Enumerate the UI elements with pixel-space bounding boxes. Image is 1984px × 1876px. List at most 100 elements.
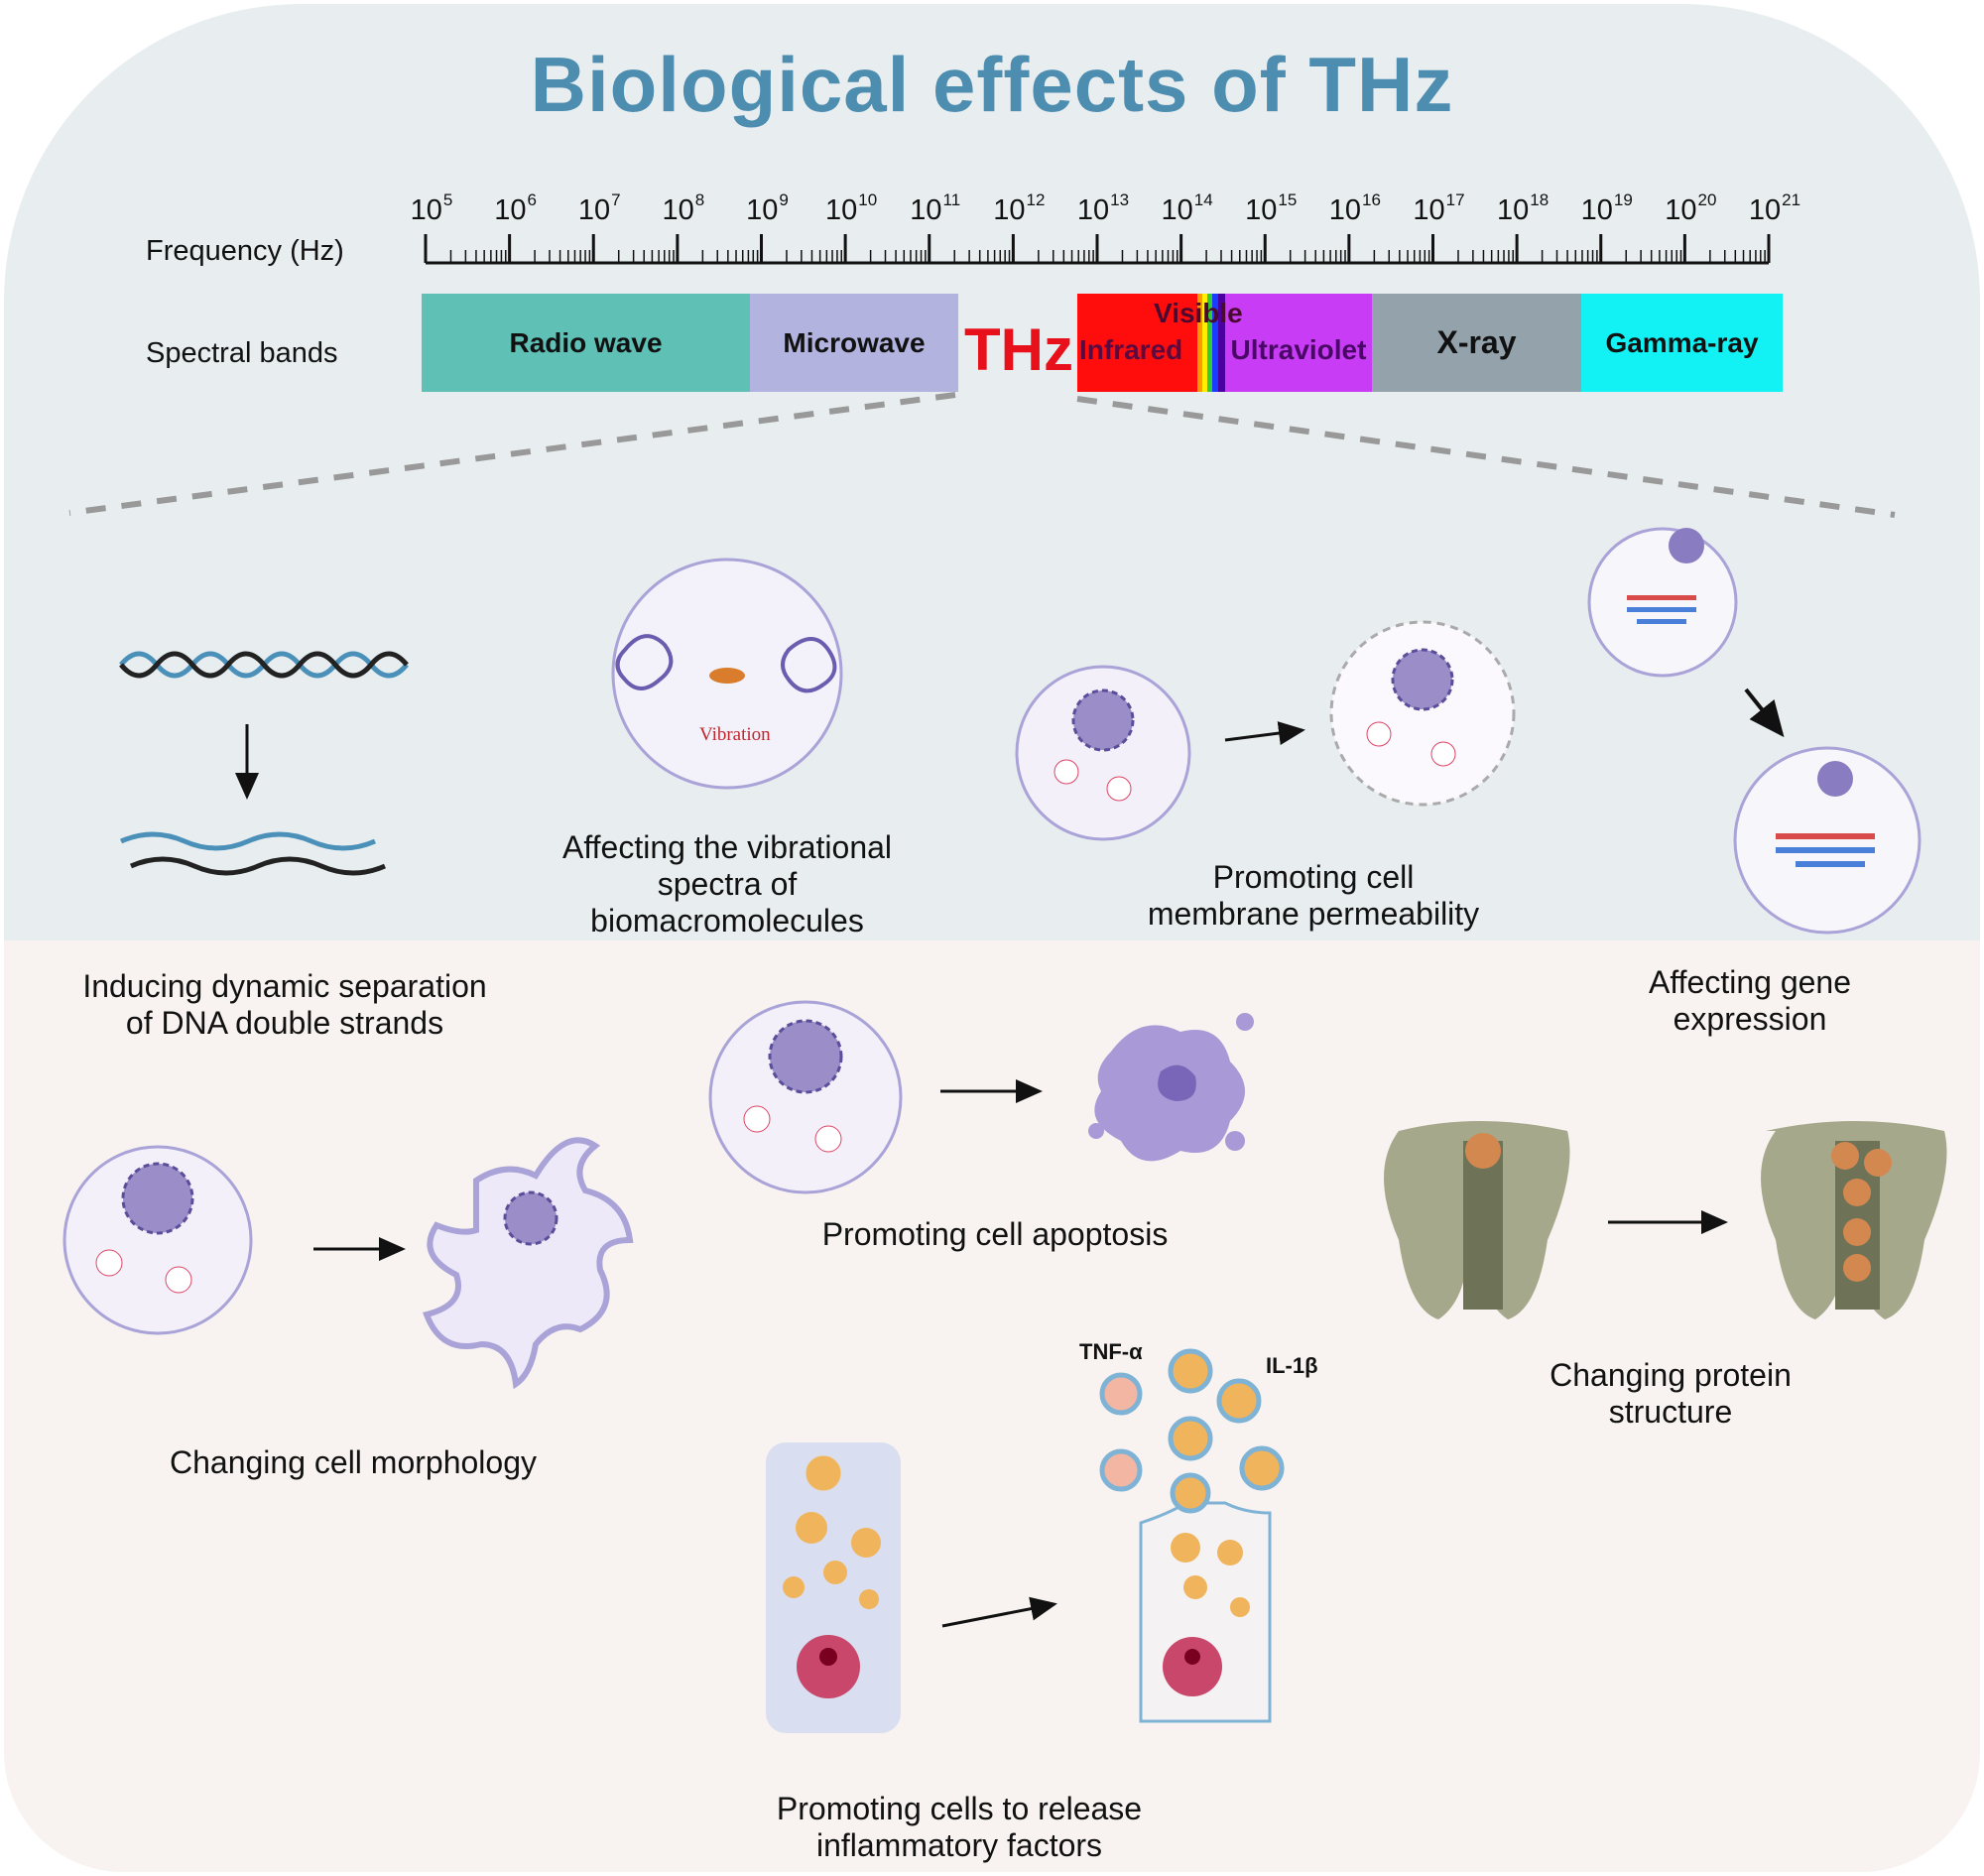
tick-exponent: 15 (1278, 190, 1298, 209)
round-cell-icon (62, 1145, 253, 1335)
tick-label: 1016 (1329, 190, 1381, 227)
visible-spectrum-strip (1197, 294, 1225, 392)
zoom-dashed-line-right (1076, 396, 1896, 518)
released-cytokine-vesicles (1099, 1348, 1285, 1514)
caption-line: inflammatory factors (815, 1827, 1103, 1863)
vibration-circle-icon (611, 558, 843, 790)
caption-line: Inducing dynamic separation (82, 968, 487, 1004)
spectral-bands-label: Spectral bands (146, 337, 338, 369)
band-infrared: Infrared (1077, 294, 1197, 392)
caption-inflammatory-factors: Promoting cells to release inflammatory f… (777, 1791, 1142, 1864)
dna-double-helix-icon (119, 651, 409, 679)
tick-label: 108 (663, 190, 705, 227)
tick-label: 1010 (825, 190, 877, 227)
arrow-right (1224, 721, 1305, 745)
tick-exponent: 5 (442, 190, 453, 209)
tick-exponent: 14 (1193, 190, 1213, 209)
tick-base: 10 (662, 194, 694, 226)
healthy-cell-icon (708, 1000, 903, 1194)
caption-line: membrane permeability (1147, 896, 1480, 932)
band-gamma-ray: Gamma-ray (1581, 294, 1783, 392)
caption-line: biomacromolecules (590, 903, 864, 938)
tick-label: 109 (746, 190, 789, 227)
caption-line: structure (1608, 1394, 1733, 1430)
caption-line: of DNA double strands (125, 1005, 444, 1041)
tick-base: 10 (494, 194, 527, 226)
tick-label: 1020 (1665, 190, 1716, 227)
tick-label: 1013 (1077, 190, 1129, 227)
tick-exponent: 10 (858, 190, 878, 209)
band-thz: THz (964, 316, 1073, 383)
tick-exponent: 6 (527, 190, 537, 209)
tick-base: 10 (1748, 194, 1782, 226)
spectrum-panel-background (4, 4, 1980, 940)
il-1-beta-label: IL-1β (1266, 1353, 1318, 1378)
tnf-alpha-label: TNF-α (1079, 1339, 1143, 1364)
figure-title: Biological effects of THz (530, 41, 1454, 128)
tick-exponent: 12 (1026, 190, 1046, 209)
tick-label: 1014 (1162, 190, 1213, 227)
tick-base: 10 (1328, 194, 1362, 226)
tick-base: 10 (993, 194, 1026, 226)
tick-base: 10 (1497, 194, 1530, 226)
tick-label: 1011 (910, 190, 960, 227)
gene-expression-circle-icon-2 (1733, 746, 1922, 935)
tick-base: 10 (1665, 194, 1697, 226)
tick-exponent: 19 (1613, 190, 1633, 209)
tick-label: 1021 (1749, 190, 1800, 227)
tick-base: 10 (1161, 194, 1193, 226)
degranulating-cell-icon (1139, 1501, 1272, 1723)
altered-protein-channel-icon (1761, 1121, 1947, 1319)
tick-label: 1018 (1497, 190, 1549, 227)
tick-exponent: 7 (611, 190, 621, 209)
tick-base: 10 (746, 194, 779, 226)
gene-expression-circle-icon (1587, 527, 1738, 678)
caption-cell-apoptosis: Promoting cell apoptosis (821, 1216, 1169, 1252)
tick-exponent: 8 (694, 190, 705, 209)
tick-label: 1015 (1245, 190, 1297, 227)
band-visible: Visible (1154, 298, 1243, 328)
band-radio-wave: Radio wave (422, 294, 750, 392)
tick-base: 10 (1413, 194, 1445, 226)
arrow-diagonal (1744, 688, 1785, 738)
vibration-label: Vibration (699, 724, 771, 745)
frequency-axis (424, 234, 1771, 265)
cell-icon (1015, 665, 1191, 841)
zoom-dashed-line-left (68, 392, 956, 516)
protein-channel-icon (1384, 1121, 1570, 1319)
tick-label: 106 (494, 190, 537, 227)
tick-label: 107 (578, 190, 621, 227)
caption-protein-structure: Changing protein structure (1550, 1357, 1792, 1431)
band-microwave: Microwave (750, 294, 958, 392)
deformed-cell-icon (423, 1137, 634, 1390)
caption-cell-morphology: Changing cell morphology (170, 1444, 537, 1480)
tick-base: 10 (1245, 194, 1278, 226)
apoptotic-cell-icon (1088, 1013, 1254, 1162)
tick-exponent: 13 (1110, 190, 1130, 209)
caption-gene-expression: Affecting gene expression (1648, 964, 1851, 1037)
tick-base: 10 (577, 194, 611, 226)
tick-exponent: 9 (779, 190, 789, 209)
tick-exponent: 16 (1362, 190, 1381, 209)
tick-exponent: 18 (1530, 190, 1550, 209)
tick-label: 1017 (1413, 190, 1464, 227)
tick-label: 105 (411, 190, 453, 227)
band-x-ray: X-ray (1372, 294, 1581, 392)
band-ultraviolet: Ultraviolet (1225, 294, 1372, 392)
tick-exponent: 21 (1782, 190, 1801, 209)
caption-line: Changing protein (1550, 1357, 1792, 1393)
tick-base: 10 (1580, 194, 1613, 226)
caption-line: Promoting cells to release (776, 1791, 1143, 1826)
tick-base: 10 (910, 194, 942, 226)
caption-dna-separation: Inducing dynamic separation of DNA double… (82, 968, 486, 1042)
tick-exponent: 11 (942, 190, 961, 209)
tick-exponent: 17 (1445, 190, 1465, 209)
caption-membrane-permeability: Promoting cell membrane permeability (1148, 859, 1479, 933)
tick-base: 10 (1076, 194, 1110, 226)
tick-base: 10 (410, 194, 442, 226)
arrow-right (941, 1596, 1057, 1628)
frequency-axis-label: Frequency (Hz) (146, 235, 344, 267)
caption-vibrational-spectra: Affecting the vibrational spectra of bioma… (562, 829, 892, 939)
caption-line: Affecting the vibrational (561, 829, 893, 865)
